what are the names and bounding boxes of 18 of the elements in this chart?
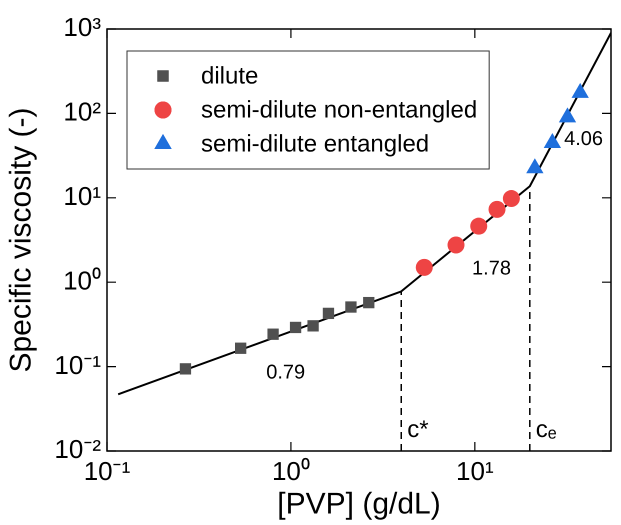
x-tick-label: 10⁰: [272, 456, 310, 486]
y-tick-label: 10³: [63, 12, 102, 42]
x-axis-title: [PVP] (g/dL): [277, 487, 441, 520]
ref-line-label: c*: [407, 416, 429, 443]
y-tick-label: 10¹: [63, 180, 102, 211]
annotation: 0.79: [266, 361, 306, 384]
x-tick-label: 10¹: [456, 456, 494, 486]
annotation: 4.06: [564, 128, 604, 150]
legend-label: dilute: [201, 62, 258, 90]
y-tick-label: 10²: [63, 96, 102, 127]
y-tick-label: 10⁻¹: [54, 350, 102, 380]
annotation: 1.78: [472, 257, 511, 280]
x-tick-label: 10⁻¹: [84, 456, 131, 486]
legend-label: semi-dilute entangled: [201, 130, 430, 158]
ref-line-label: cₑ: [536, 416, 557, 443]
y-tick-label: 10⁰: [63, 265, 101, 296]
y-axis-title: Specific viscosity (-): [4, 107, 38, 373]
legend-label: semi-dilute non-entangled: [201, 96, 478, 124]
